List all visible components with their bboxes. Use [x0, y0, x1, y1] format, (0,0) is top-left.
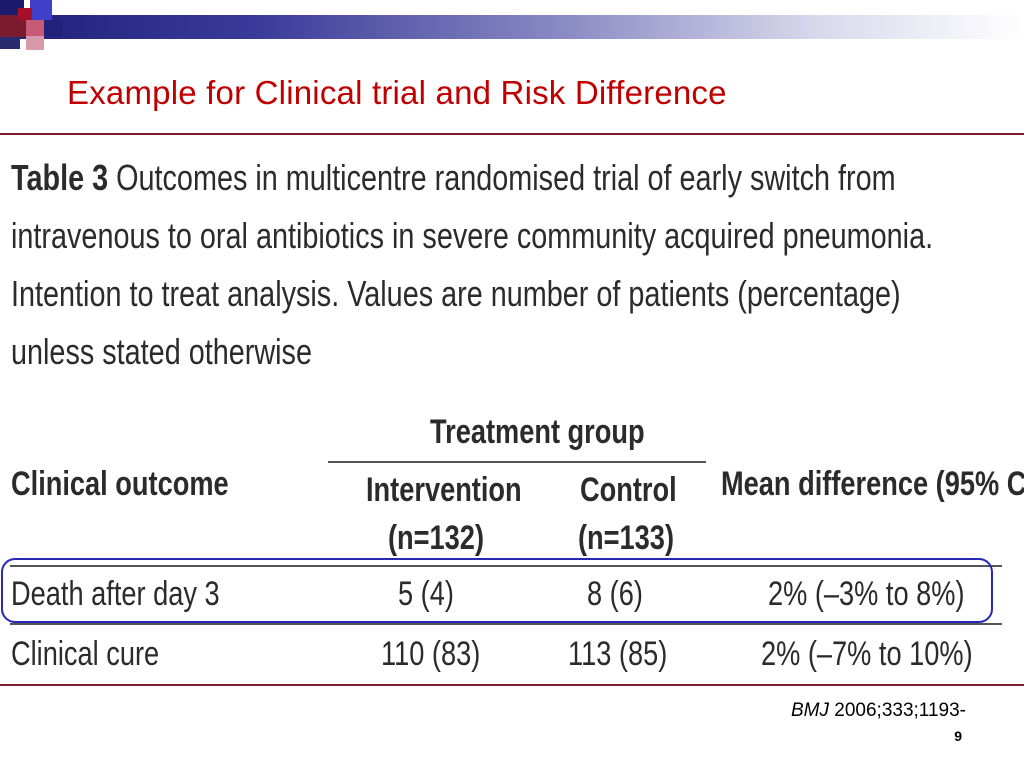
row-death-outcome: Death after day 3 — [11, 575, 220, 613]
table-caption: Table 3 Outcomes in multicentre randomis… — [11, 149, 934, 381]
header-gradient-bar — [0, 15, 1024, 39]
caption-text: Outcomes in multicentre randomised trial… — [108, 157, 896, 198]
caption-line: Table 3 Outcomes in multicentre randomis… — [11, 149, 896, 207]
row-death-difference: 2% (–3% to 8%) — [768, 575, 965, 613]
table-figure: Table 3 Outcomes in multicentre randomis… — [0, 135, 1024, 684]
decorative-square — [44, 20, 62, 36]
group-header-rule — [328, 461, 706, 463]
slide-title: Example for Clinical trial and Risk Diff… — [67, 74, 727, 111]
group-header: Treatment group — [430, 413, 645, 451]
column-header-intervention: Intervention — [366, 471, 522, 509]
column-header-outcome: Clinical outcome — [11, 465, 229, 503]
caption-line: Intention to treat analysis. Values are … — [11, 273, 901, 314]
row-cure-intervention: 110 (83) — [381, 635, 481, 673]
caption-label: Table 3 — [11, 157, 109, 198]
row-rule — [10, 623, 1002, 625]
decorative-square — [26, 20, 44, 36]
decorative-square — [18, 8, 32, 20]
column-header-control-n: (n=133) — [578, 519, 674, 557]
highlight-outline — [1, 558, 993, 623]
column-header-control: Control — [580, 471, 677, 509]
row-cure-difference: 2% (–7% to 10%) — [761, 635, 973, 673]
row-death-intervention: 5 (4) — [398, 575, 454, 613]
header-row-rule — [10, 565, 1002, 567]
citation-reference: 2006;333;1193- — [829, 700, 966, 721]
citation-journal: BMJ — [791, 700, 829, 721]
decorative-square — [30, 0, 52, 20]
decorative-square — [0, 37, 20, 49]
row-death-control: 8 (6) — [587, 575, 643, 613]
page-number: 9 — [954, 728, 962, 744]
decorative-square — [0, 15, 26, 37]
caption-line: intravenous to oral antibiotics in sever… — [11, 215, 934, 256]
footer-divider — [0, 684, 1024, 686]
row-cure-outcome: Clinical cure — [11, 635, 160, 673]
title-divider — [0, 133, 1024, 135]
citation: BMJ 2006;333;1193- — [791, 700, 966, 722]
decorative-square — [26, 36, 44, 50]
outcomes-table: Treatment group Clinical outcome Interve… — [0, 135, 1024, 684]
column-header-intervention-n: (n=132) — [388, 519, 484, 557]
column-header-difference: Mean difference (95% CI) — [721, 465, 1024, 503]
caption-line: unless stated otherwise — [11, 331, 312, 372]
row-cure-control: 113 (85) — [568, 635, 668, 673]
